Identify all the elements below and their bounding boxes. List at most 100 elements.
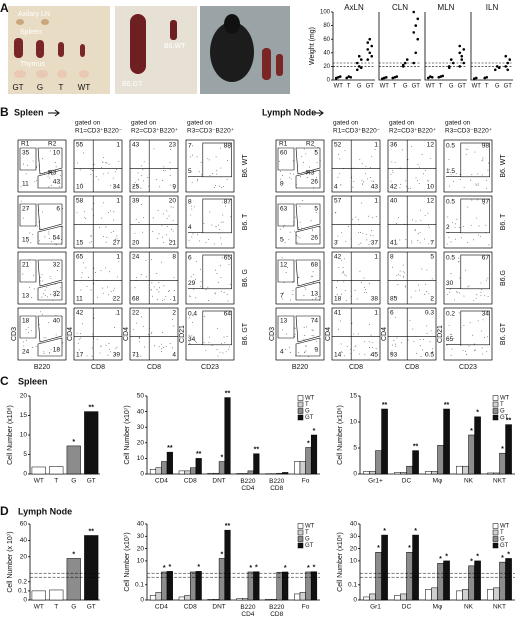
quadrant-value: 54 <box>53 235 61 242</box>
quadrant-value: 5 <box>280 237 284 244</box>
event-dot <box>402 264 404 266</box>
event-dot <box>289 172 291 174</box>
bar <box>474 416 481 475</box>
column-header: gated on <box>75 120 101 127</box>
event-dot <box>425 291 427 293</box>
event-dot <box>152 231 154 232</box>
significance: ** <box>196 451 202 458</box>
quadrant-value: 36 <box>390 142 398 149</box>
significance: ** <box>225 523 231 530</box>
x-tick-label: T <box>439 84 443 90</box>
event-dot <box>41 296 43 298</box>
event-dot <box>364 289 366 291</box>
x-tick-label: WT <box>34 604 44 611</box>
event-dot <box>113 287 115 289</box>
y-axis-label: Weight (mg) <box>309 27 316 65</box>
quadrant-value: 0.2 <box>446 311 455 318</box>
plot-title: AxLN <box>344 3 364 12</box>
quadrant-value: 34 <box>113 184 121 191</box>
bar <box>166 571 173 601</box>
y-axis-label: Cell Number (x10⁶) <box>337 532 344 592</box>
event-dot <box>229 284 231 285</box>
quadrant-value: 98 <box>482 143 490 150</box>
event-dot <box>361 179 363 181</box>
event-dot <box>477 184 479 186</box>
event-dot <box>219 351 221 353</box>
y-axis-label: Cell Number (x10⁷) <box>124 532 131 591</box>
point <box>380 77 384 80</box>
event-dot <box>484 295 486 297</box>
bar <box>487 589 494 601</box>
quadrant-value: 65 <box>224 255 232 262</box>
quadrant-value: 87 <box>224 199 232 206</box>
event-dot <box>110 232 112 234</box>
event-dot <box>481 347 483 349</box>
legend-label: WT <box>305 524 315 530</box>
point <box>384 75 388 79</box>
event-dot <box>162 300 164 301</box>
y-axis-label: CD4 <box>123 327 130 341</box>
event-dot <box>207 286 209 288</box>
point <box>338 75 342 78</box>
column-header: R3=CD3⁻B220⁺ <box>445 128 493 135</box>
column-header: gated on <box>445 120 471 127</box>
y-tick-label: 10 <box>137 558 145 565</box>
event-dot <box>481 174 483 176</box>
quadrant-value: 57 <box>334 198 342 205</box>
event-dot <box>33 288 35 290</box>
event-dot <box>220 221 222 223</box>
significance: * <box>307 440 310 447</box>
event-dot <box>488 162 490 164</box>
event-dot <box>53 237 55 239</box>
bar <box>406 552 413 601</box>
y-tick-label: 40 <box>137 408 145 415</box>
event-dot <box>290 299 292 301</box>
legend-label: WT <box>500 396 510 402</box>
gate <box>460 254 490 290</box>
flow-plot <box>17 139 67 193</box>
point <box>495 65 499 68</box>
bar <box>161 461 168 475</box>
event-dot <box>411 146 413 147</box>
event-dot <box>25 173 27 175</box>
quadrant-value: 74 <box>311 318 319 325</box>
quadrant-value: 0.5 <box>425 352 434 359</box>
event-dot <box>453 299 455 301</box>
event-dot <box>292 290 294 291</box>
event-dot <box>448 159 450 161</box>
point <box>345 76 349 80</box>
event-dot <box>288 238 290 240</box>
event-dot <box>54 162 56 164</box>
event-dot <box>458 257 460 259</box>
event-dot <box>22 273 24 275</box>
quadrant-value: 2 <box>430 296 434 303</box>
event-dot <box>409 188 411 190</box>
event-dot <box>286 333 287 335</box>
event-dot <box>90 235 92 237</box>
event-dot <box>110 210 111 212</box>
event-dot <box>167 226 169 227</box>
event-dot <box>23 217 25 219</box>
event-dot <box>113 211 115 213</box>
point <box>391 76 395 80</box>
event-dot <box>227 160 229 161</box>
event-dot <box>306 326 307 328</box>
axis <box>146 524 320 601</box>
event-dot <box>480 330 482 332</box>
event-dot <box>400 183 402 185</box>
x-tick-label: G <box>403 84 408 90</box>
bar <box>425 471 432 475</box>
significance: * <box>470 428 473 435</box>
event-dot <box>113 289 115 291</box>
event-dot <box>147 177 149 179</box>
event-dot <box>450 334 452 336</box>
event-dot <box>480 291 482 293</box>
event-dot <box>191 322 193 323</box>
event-dot <box>369 234 371 236</box>
axis <box>146 396 320 475</box>
point <box>412 61 416 65</box>
event-dot <box>368 324 370 326</box>
event-dot <box>407 339 409 341</box>
event-dot <box>315 297 317 299</box>
event-dot <box>419 339 421 341</box>
